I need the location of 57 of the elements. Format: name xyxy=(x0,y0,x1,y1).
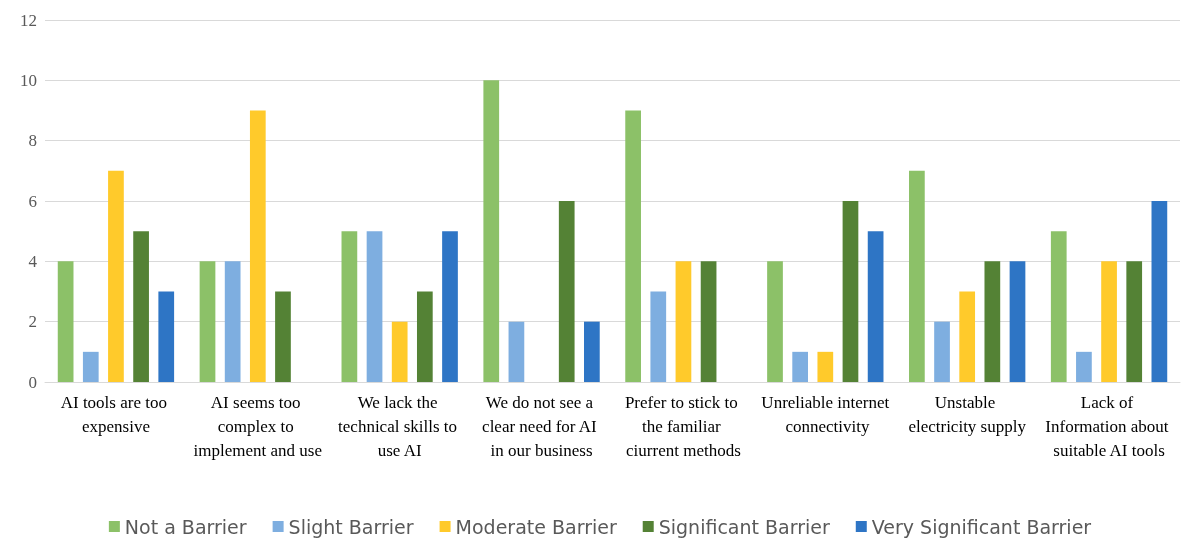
bar xyxy=(959,291,976,382)
bar xyxy=(700,261,717,382)
bar xyxy=(867,231,884,382)
x-tick-label: Unreliable internet connectivity xyxy=(761,392,890,436)
bar xyxy=(108,170,124,382)
bar xyxy=(199,261,216,382)
legend-label: Very Significant Barrier xyxy=(871,515,1092,538)
y-tick-label: 8 xyxy=(28,131,37,151)
y-tick-label: 10 xyxy=(20,70,37,90)
bar xyxy=(133,231,149,382)
bar xyxy=(934,321,950,382)
y-tick-label: 4 xyxy=(28,251,38,271)
y-tick-label: 2 xyxy=(28,312,37,332)
bar xyxy=(1151,201,1168,382)
bar xyxy=(625,110,641,382)
bar xyxy=(909,170,925,382)
bar xyxy=(1050,231,1067,382)
legend-label: Moderate Barrier xyxy=(455,515,617,538)
bar xyxy=(842,201,859,382)
x-tick-label: Lack of Information about suitable AI tools xyxy=(1045,392,1173,460)
y-tick-label: 0 xyxy=(28,372,37,392)
bar xyxy=(558,201,575,382)
y-tick-label: 12 xyxy=(20,10,37,30)
bar xyxy=(675,261,692,382)
bar xyxy=(275,291,291,382)
bar xyxy=(792,351,809,382)
x-tick-label: We do not see a clear need for AI in our business xyxy=(482,392,602,460)
bar xyxy=(584,321,600,382)
bar xyxy=(1101,261,1117,382)
bar xyxy=(442,231,458,382)
x-tick-label: Prefer to stick to the familiar ciurrent methods xyxy=(624,392,742,460)
bar xyxy=(767,261,783,382)
x-tick-label: Unstable electricity supply xyxy=(908,392,1027,436)
bar xyxy=(1009,261,1026,382)
x-tick-label: AI seems too complex to implement and use xyxy=(193,392,323,460)
bar xyxy=(508,321,525,382)
legend-label: Not a Barrier xyxy=(124,515,247,538)
bar xyxy=(1076,351,1092,382)
bar xyxy=(817,351,834,382)
bar xyxy=(984,261,1001,382)
bar xyxy=(82,351,99,382)
bar xyxy=(249,110,266,382)
legend-label: Significant Barrier xyxy=(658,515,830,538)
bar xyxy=(57,261,74,382)
y-tick-label: 6 xyxy=(28,191,37,211)
bar xyxy=(366,231,383,382)
bar xyxy=(341,231,358,382)
bar xyxy=(483,80,500,382)
legend-label: Slight Barrier xyxy=(288,515,414,538)
bar xyxy=(224,261,241,382)
bar xyxy=(1126,261,1143,382)
x-tick-label: AI tools are too expensive xyxy=(60,392,172,436)
bar xyxy=(416,291,433,382)
bar xyxy=(650,291,667,382)
bar xyxy=(391,321,408,382)
x-tick-label: We lack the technical skills to use AI xyxy=(338,392,462,460)
bar xyxy=(158,291,175,382)
